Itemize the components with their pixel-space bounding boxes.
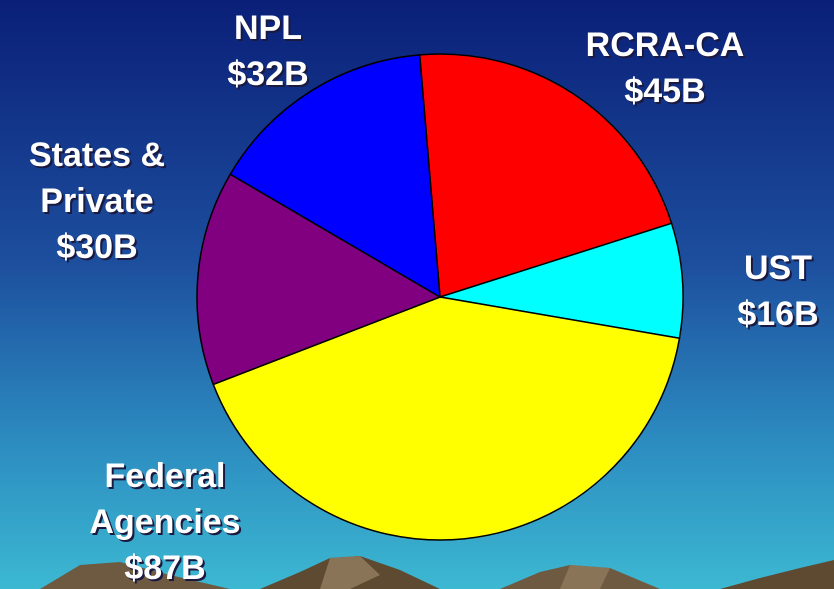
slice-label: States &	[29, 136, 165, 174]
slice-label-shadow: UST	[746, 251, 814, 289]
value-label: $32B	[227, 55, 308, 93]
slice-label-shadow: NPL	[236, 11, 304, 49]
slice-label-shadow: Private	[42, 184, 155, 222]
value-label-shadow: $32B	[229, 57, 310, 95]
slice-label-shadow: RCRA-CA	[588, 28, 747, 66]
value-label-shadow: $45B	[626, 74, 707, 112]
pie-slice	[418, 53, 673, 298]
value-label: $45B	[624, 72, 705, 110]
slice-label: UST	[744, 249, 812, 287]
slice-label-shadow: States &	[31, 138, 167, 176]
slice-label: Agencies	[89, 503, 240, 541]
pie-slice	[439, 222, 684, 340]
slice-label: RCRA-CA	[586, 26, 745, 64]
pie-slice	[196, 173, 442, 386]
value-label-shadow: $16B	[739, 297, 820, 335]
slice-label: Private	[40, 182, 153, 220]
mountains	[40, 556, 834, 589]
value-label: $87B	[124, 549, 205, 587]
value-label: $16B	[737, 295, 818, 333]
pie-slice	[229, 54, 441, 299]
slice-label-shadow: Agencies	[91, 505, 242, 543]
pie-slice	[212, 296, 681, 541]
slice-label: NPL	[234, 9, 302, 47]
value-label-shadow: $30B	[58, 230, 139, 268]
pie	[196, 53, 684, 541]
value-label-shadow: $87B	[126, 551, 207, 589]
slice-label: Federal	[105, 457, 226, 495]
value-label: $30B	[56, 228, 137, 266]
labels: RCRA-CARCRA-CA$45B$45BUSTUST$16B$16BFede…	[29, 9, 821, 589]
slice-label-shadow: Federal	[107, 459, 228, 497]
